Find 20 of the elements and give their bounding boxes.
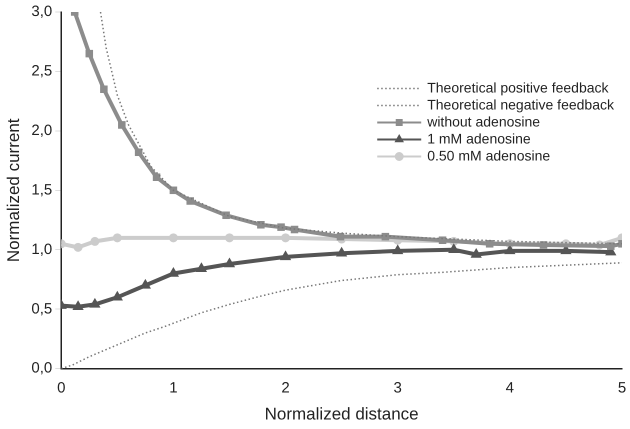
- x-tick-label: 3: [394, 380, 402, 397]
- y-axis-title: Normalized current: [4, 118, 23, 262]
- legend-label: 0.50 mM adenosine: [427, 147, 550, 164]
- legend-label: 1 mM adenosine: [427, 130, 531, 146]
- y-tick-label: 0,5: [31, 300, 52, 318]
- legend-label: Theoretical negative feedback: [427, 96, 615, 112]
- y-tick-label: 1,0: [31, 240, 52, 258]
- x-tick-label: 4: [506, 380, 514, 397]
- y-tick-label: 1,5: [31, 181, 52, 198]
- y-tick-label: 2,5: [31, 62, 52, 80]
- y-tick-label: 2,0: [31, 122, 52, 140]
- y-tick-label: 0,0: [31, 360, 52, 377]
- legend-label: Theoretical positive feedback: [427, 79, 610, 96]
- x-tick-label: 0: [57, 380, 66, 397]
- x-tick-label: 2: [281, 380, 290, 397]
- y-tick-label: 3,0: [31, 3, 52, 20]
- legend-label: without adenosine: [426, 113, 540, 130]
- x-tick-label: 1: [169, 380, 178, 397]
- x-tick-label: 5: [618, 380, 626, 397]
- x-axis-title: Normalized distance: [264, 404, 419, 424]
